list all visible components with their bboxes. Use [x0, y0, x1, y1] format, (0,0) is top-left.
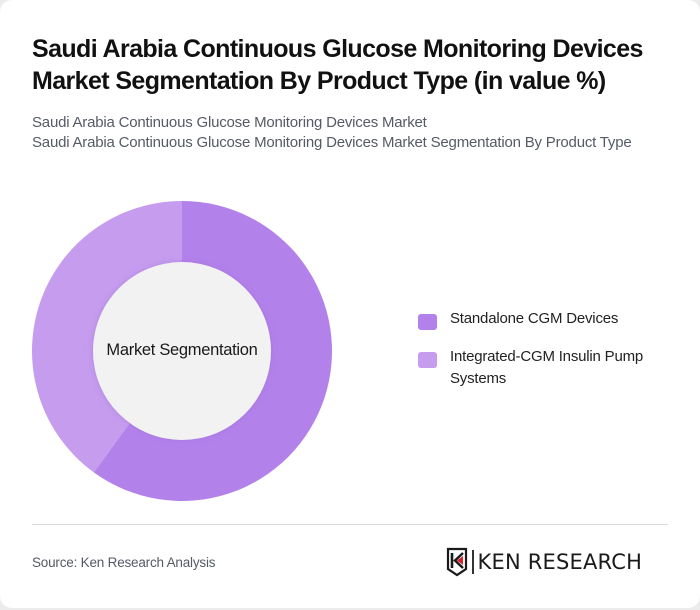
subtitle-line-1: Saudi Arabia Continuous Glucose Monitori…: [32, 114, 427, 131]
legend-label: Standalone CGM Devices: [450, 310, 619, 327]
donut-center-label: Market Segmentation: [106, 341, 258, 359]
legend-swatch-icon: [418, 314, 437, 330]
subtitle: Saudi Arabia Continuous Glucose Monitori…: [32, 113, 662, 153]
donut-chart-svg: [32, 201, 333, 501]
subtitle-line-2: Saudi Arabia Continuous Glucose Monitori…: [32, 134, 632, 151]
logo-separator: [472, 550, 474, 574]
legend-item-integrated-cgm[interactable]: Integrated-CGM Insulin Pump Systems: [418, 346, 688, 390]
page-title: Saudi Arabia Continuous Glucose Monitori…: [32, 35, 643, 95]
legend-item-standalone-cgm[interactable]: Standalone CGM Devices: [418, 308, 688, 330]
donut-chart: Market Segmentation: [20, 190, 350, 510]
donut-center-hole: [93, 262, 271, 440]
footer-divider: [32, 524, 668, 525]
logo-text: KEN RESEARCH: [477, 550, 643, 574]
legend-label: Integrated-CGM Insulin Pump Systems: [450, 348, 644, 387]
chart-legend: Standalone CGM Devices Integrated-CGM In…: [418, 308, 688, 406]
ken-research-k-shield-icon: [446, 547, 468, 577]
source-note: Source: Ken Research Analysis: [32, 555, 216, 570]
legend-swatch-icon: [418, 352, 437, 368]
ken-research-logo: KEN RESEARCH: [446, 546, 642, 578]
